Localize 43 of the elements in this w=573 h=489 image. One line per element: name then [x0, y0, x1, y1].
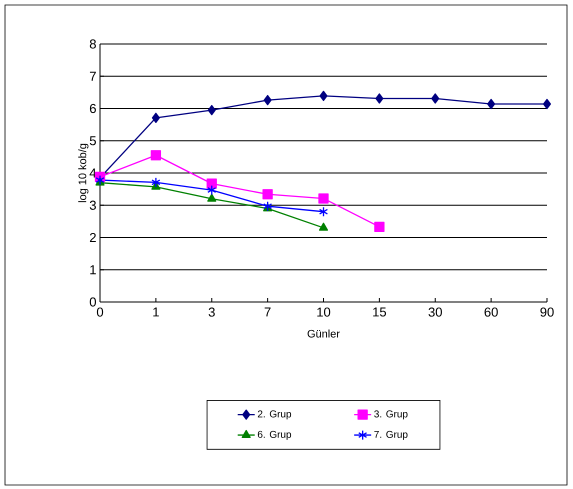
point — [207, 184, 216, 196]
point — [150, 150, 162, 160]
x-tick-label: 10 — [317, 308, 330, 317]
point — [264, 94, 272, 106]
point — [206, 178, 217, 189]
x-tick-label: 90 — [540, 308, 554, 317]
y-tick-label: 6 — [90, 104, 96, 114]
y-tick-label: 4 — [90, 168, 96, 178]
point — [431, 93, 440, 104]
x-axis-title: Günler — [308, 330, 340, 338]
point — [319, 90, 328, 102]
point — [375, 93, 384, 104]
legend-label: 3. Grup — [374, 410, 408, 420]
x-tick-label: 7 — [264, 308, 271, 316]
point — [152, 112, 160, 123]
point — [318, 193, 329, 204]
legend-label: 6. Grup — [258, 430, 292, 440]
y-axis-title: log 10 kob/g — [78, 144, 88, 202]
point — [318, 206, 328, 217]
y-tick-label: 0 — [90, 297, 96, 307]
x-tick-label: 0 — [96, 308, 104, 317]
legend-label: 2. Grup — [258, 410, 292, 420]
point — [208, 104, 216, 116]
point — [151, 177, 160, 188]
x-tick-label: 15 — [373, 308, 386, 317]
point — [95, 174, 105, 186]
legend-label: 7. Grup — [374, 430, 408, 440]
point — [542, 98, 552, 110]
point — [374, 222, 385, 232]
point — [487, 98, 496, 110]
x-tick-label: 60 — [484, 308, 498, 317]
y-tick-label: 7 — [90, 72, 96, 81]
x-tick-label: 30 — [428, 308, 442, 317]
y-tick-label: 3 — [90, 200, 96, 210]
y-tick-label: 2 — [90, 232, 96, 242]
x-tick-label: 3 — [208, 308, 215, 317]
y-tick-label: 1 — [90, 265, 96, 274]
point — [262, 189, 273, 200]
y-tick-label: 8 — [90, 39, 96, 49]
x-tick-label: 1 — [153, 308, 159, 316]
point — [207, 194, 216, 202]
y-tick-label: 5 — [90, 136, 96, 146]
point — [318, 222, 328, 231]
